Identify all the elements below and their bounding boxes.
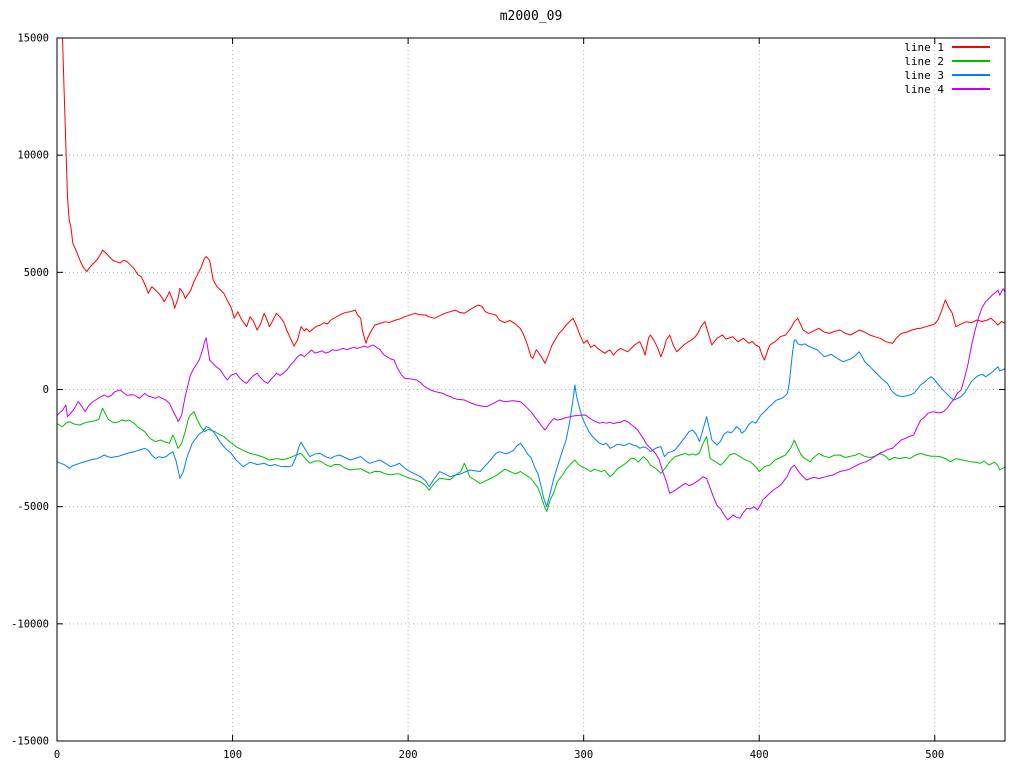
plot-border	[56, 37, 1006, 742]
legend-line-sample-2	[952, 60, 990, 62]
legend: line 1 line 2 line 3 line 4	[904, 40, 990, 96]
x-tick-label-0: 0	[54, 749, 60, 761]
y-tick-label-0: 0	[43, 384, 49, 396]
legend-entry-line-2: line 2	[904, 54, 990, 68]
y-tick-label--10000: -10000	[11, 618, 49, 630]
series-line-2	[57, 407, 1005, 512]
y-tick-label-5000: 5000	[24, 267, 49, 279]
legend-line-sample-1	[952, 46, 990, 48]
series-line-1	[62, 38, 1005, 364]
legend-entry-line-1: line 1	[904, 40, 990, 54]
y-tick-label--5000: -5000	[17, 501, 49, 513]
legend-label-line-1: line 1	[904, 40, 944, 54]
y-tick-label--15000: -15000	[11, 736, 49, 748]
x-tick-label-100: 100	[223, 749, 242, 761]
x-tick-label-400: 400	[750, 749, 769, 761]
series-line-4	[57, 288, 1005, 521]
y-tick-label-15000: 15000	[17, 33, 49, 45]
chart-title: m2000_09	[499, 9, 563, 24]
legend-label-line-3: line 3	[904, 68, 944, 82]
legend-label-line-4: line 4	[904, 82, 944, 96]
y-tick-label-10000: 10000	[17, 150, 49, 162]
legend-line-sample-3	[952, 74, 990, 76]
x-tick-label-200: 200	[399, 749, 418, 761]
legend-label-line-2: line 2	[904, 54, 944, 68]
legend-line-sample-4	[952, 88, 990, 90]
x-tick-label-300: 300	[574, 749, 593, 761]
legend-entry-line-4: line 4	[904, 82, 990, 96]
legend-entry-line-3: line 3	[904, 68, 990, 82]
series-line-3	[57, 339, 1005, 508]
x-tick-label-500: 500	[925, 749, 944, 761]
